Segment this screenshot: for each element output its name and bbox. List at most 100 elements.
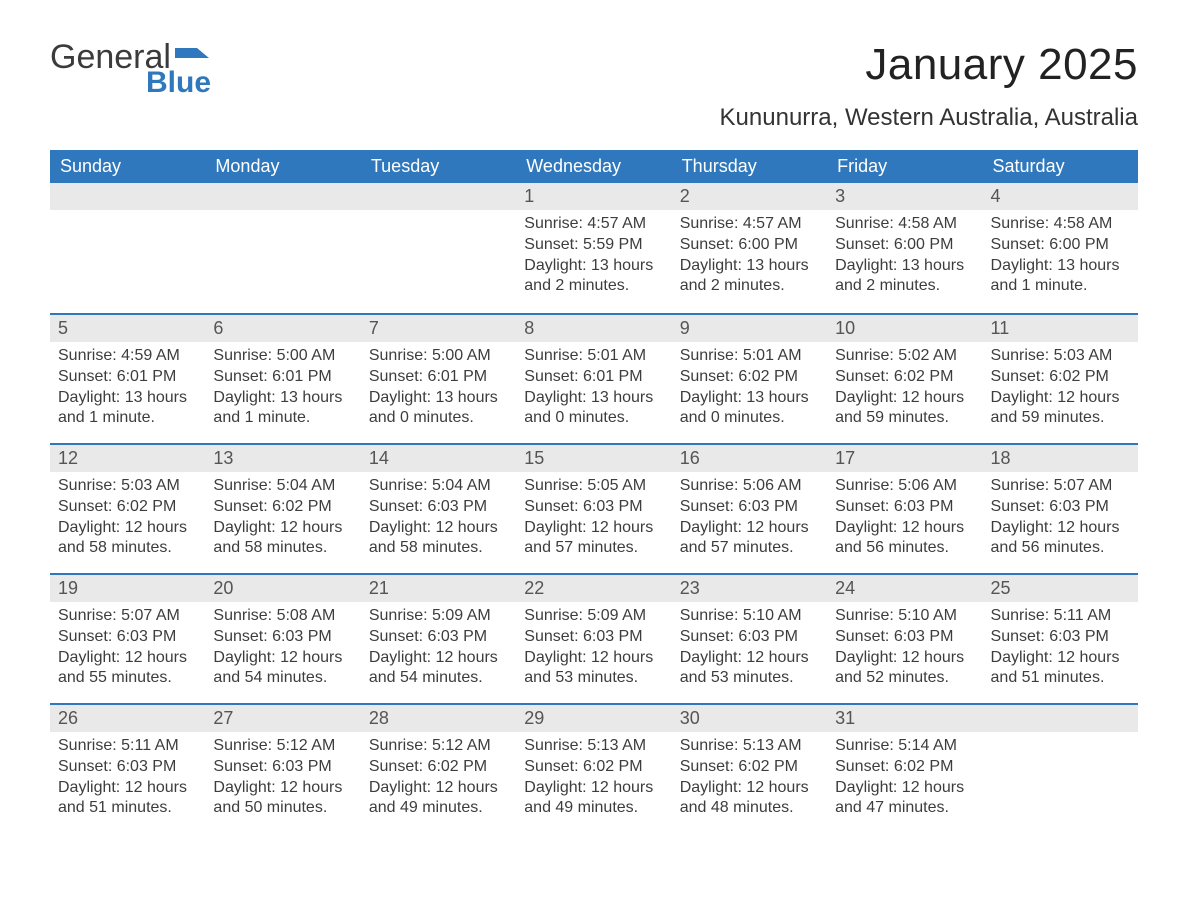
- sunset-text: Sunset: 5:59 PM: [524, 235, 663, 256]
- day-body: Sunrise: 5:11 AMSunset: 6:03 PMDaylight:…: [983, 602, 1138, 699]
- sunrise-text: Sunrise: 5:07 AM: [58, 606, 197, 627]
- day-body: Sunrise: 5:03 AMSunset: 6:02 PMDaylight:…: [50, 472, 205, 569]
- weeks-container: 1Sunrise: 4:57 AMSunset: 5:59 PMDaylight…: [50, 183, 1138, 833]
- sunset-text: Sunset: 6:03 PM: [680, 627, 819, 648]
- sunset-text: Sunset: 6:03 PM: [58, 757, 197, 778]
- day-cell: 2Sunrise: 4:57 AMSunset: 6:00 PMDaylight…: [672, 183, 827, 313]
- daylight-text-2: and 59 minutes.: [835, 408, 974, 429]
- daylight-text-2: and 49 minutes.: [369, 798, 508, 819]
- day-cell: 12Sunrise: 5:03 AMSunset: 6:02 PMDayligh…: [50, 445, 205, 573]
- daylight-text-1: Daylight: 12 hours: [835, 388, 974, 409]
- sunrise-text: Sunrise: 5:10 AM: [835, 606, 974, 627]
- day-body: [361, 210, 516, 290]
- sunset-text: Sunset: 6:03 PM: [524, 627, 663, 648]
- day-body: Sunrise: 4:58 AMSunset: 6:00 PMDaylight:…: [983, 210, 1138, 307]
- day-body: Sunrise: 4:58 AMSunset: 6:00 PMDaylight:…: [827, 210, 982, 307]
- page-title: January 2025: [720, 40, 1138, 90]
- day-number: 13: [205, 445, 360, 472]
- sunrise-text: Sunrise: 5:11 AM: [991, 606, 1130, 627]
- sunset-text: Sunset: 6:03 PM: [835, 627, 974, 648]
- daylight-text-1: Daylight: 13 hours: [524, 256, 663, 277]
- day-cell: 1Sunrise: 4:57 AMSunset: 5:59 PMDaylight…: [516, 183, 671, 313]
- daylight-text-2: and 58 minutes.: [369, 538, 508, 559]
- day-cell: 26Sunrise: 5:11 AMSunset: 6:03 PMDayligh…: [50, 705, 205, 833]
- day-body: Sunrise: 5:10 AMSunset: 6:03 PMDaylight:…: [827, 602, 982, 699]
- sunrise-text: Sunrise: 5:06 AM: [835, 476, 974, 497]
- daylight-text-2: and 59 minutes.: [991, 408, 1130, 429]
- week-row: 12Sunrise: 5:03 AMSunset: 6:02 PMDayligh…: [50, 443, 1138, 573]
- day-body: Sunrise: 4:57 AMSunset: 5:59 PMDaylight:…: [516, 210, 671, 307]
- daylight-text-2: and 1 minute.: [58, 408, 197, 429]
- week-row: 1Sunrise: 4:57 AMSunset: 5:59 PMDaylight…: [50, 183, 1138, 313]
- day-number: [983, 705, 1138, 732]
- dow-friday: Friday: [827, 150, 982, 183]
- sunrise-text: Sunrise: 5:07 AM: [991, 476, 1130, 497]
- daylight-text-2: and 52 minutes.: [835, 668, 974, 689]
- daylight-text-1: Daylight: 12 hours: [835, 778, 974, 799]
- daylight-text-2: and 54 minutes.: [369, 668, 508, 689]
- day-number: 18: [983, 445, 1138, 472]
- day-cell: 25Sunrise: 5:11 AMSunset: 6:03 PMDayligh…: [983, 575, 1138, 703]
- sunrise-text: Sunrise: 5:14 AM: [835, 736, 974, 757]
- sunset-text: Sunset: 6:02 PM: [58, 497, 197, 518]
- daylight-text-2: and 54 minutes.: [213, 668, 352, 689]
- day-number: 12: [50, 445, 205, 472]
- dow-sunday: Sunday: [50, 150, 205, 183]
- daylight-text-2: and 2 minutes.: [835, 276, 974, 297]
- daylight-text-1: Daylight: 12 hours: [835, 518, 974, 539]
- day-cell: 8Sunrise: 5:01 AMSunset: 6:01 PMDaylight…: [516, 315, 671, 443]
- day-number: 2: [672, 183, 827, 210]
- daylight-text-1: Daylight: 12 hours: [680, 518, 819, 539]
- day-body: Sunrise: 5:00 AMSunset: 6:01 PMDaylight:…: [205, 342, 360, 439]
- daylight-text-1: Daylight: 12 hours: [680, 778, 819, 799]
- day-cell: 27Sunrise: 5:12 AMSunset: 6:03 PMDayligh…: [205, 705, 360, 833]
- daylight-text-1: Daylight: 12 hours: [213, 518, 352, 539]
- sunrise-text: Sunrise: 5:12 AM: [213, 736, 352, 757]
- daylight-text-2: and 2 minutes.: [524, 276, 663, 297]
- day-cell: 13Sunrise: 5:04 AMSunset: 6:02 PMDayligh…: [205, 445, 360, 573]
- day-body: Sunrise: 5:12 AMSunset: 6:03 PMDaylight:…: [205, 732, 360, 829]
- day-number: 19: [50, 575, 205, 602]
- day-body: Sunrise: 4:57 AMSunset: 6:00 PMDaylight:…: [672, 210, 827, 307]
- sunset-text: Sunset: 6:01 PM: [369, 367, 508, 388]
- day-cell: [50, 183, 205, 313]
- day-number: 24: [827, 575, 982, 602]
- sunrise-text: Sunrise: 5:01 AM: [680, 346, 819, 367]
- daylight-text-1: Daylight: 12 hours: [369, 518, 508, 539]
- day-body: Sunrise: 5:05 AMSunset: 6:03 PMDaylight:…: [516, 472, 671, 569]
- sunrise-text: Sunrise: 5:03 AM: [58, 476, 197, 497]
- sunset-text: Sunset: 6:01 PM: [524, 367, 663, 388]
- logo: General Blue: [50, 40, 211, 98]
- day-number: 27: [205, 705, 360, 732]
- day-number: 14: [361, 445, 516, 472]
- header-row: General Blue January 2025 Kununurra, Wes…: [50, 40, 1138, 132]
- day-number: 21: [361, 575, 516, 602]
- day-cell: [361, 183, 516, 313]
- day-cell: 4Sunrise: 4:58 AMSunset: 6:00 PMDaylight…: [983, 183, 1138, 313]
- daylight-text-2: and 1 minute.: [213, 408, 352, 429]
- daylight-text-1: Daylight: 12 hours: [58, 778, 197, 799]
- sunrise-text: Sunrise: 4:57 AM: [680, 214, 819, 235]
- sunrise-text: Sunrise: 5:02 AM: [835, 346, 974, 367]
- day-number: 25: [983, 575, 1138, 602]
- sunrise-text: Sunrise: 5:09 AM: [524, 606, 663, 627]
- daylight-text-2: and 57 minutes.: [680, 538, 819, 559]
- day-number: 31: [827, 705, 982, 732]
- week-row: 5Sunrise: 4:59 AMSunset: 6:01 PMDaylight…: [50, 313, 1138, 443]
- daylight-text-1: Daylight: 12 hours: [680, 648, 819, 669]
- day-cell: 17Sunrise: 5:06 AMSunset: 6:03 PMDayligh…: [827, 445, 982, 573]
- location-subtitle: Kununurra, Western Australia, Australia: [720, 104, 1138, 132]
- sunset-text: Sunset: 6:02 PM: [835, 367, 974, 388]
- sunset-text: Sunset: 6:03 PM: [213, 627, 352, 648]
- day-cell: 6Sunrise: 5:00 AMSunset: 6:01 PMDaylight…: [205, 315, 360, 443]
- day-number: 26: [50, 705, 205, 732]
- calendar: Sunday Monday Tuesday Wednesday Thursday…: [50, 150, 1138, 833]
- logo-word-blue: Blue: [146, 68, 211, 98]
- sunset-text: Sunset: 6:00 PM: [680, 235, 819, 256]
- day-body: Sunrise: 5:13 AMSunset: 6:02 PMDaylight:…: [672, 732, 827, 829]
- daylight-text-2: and 0 minutes.: [524, 408, 663, 429]
- daylight-text-1: Daylight: 13 hours: [58, 388, 197, 409]
- day-number: 3: [827, 183, 982, 210]
- day-body: Sunrise: 5:13 AMSunset: 6:02 PMDaylight:…: [516, 732, 671, 829]
- day-body: Sunrise: 5:06 AMSunset: 6:03 PMDaylight:…: [672, 472, 827, 569]
